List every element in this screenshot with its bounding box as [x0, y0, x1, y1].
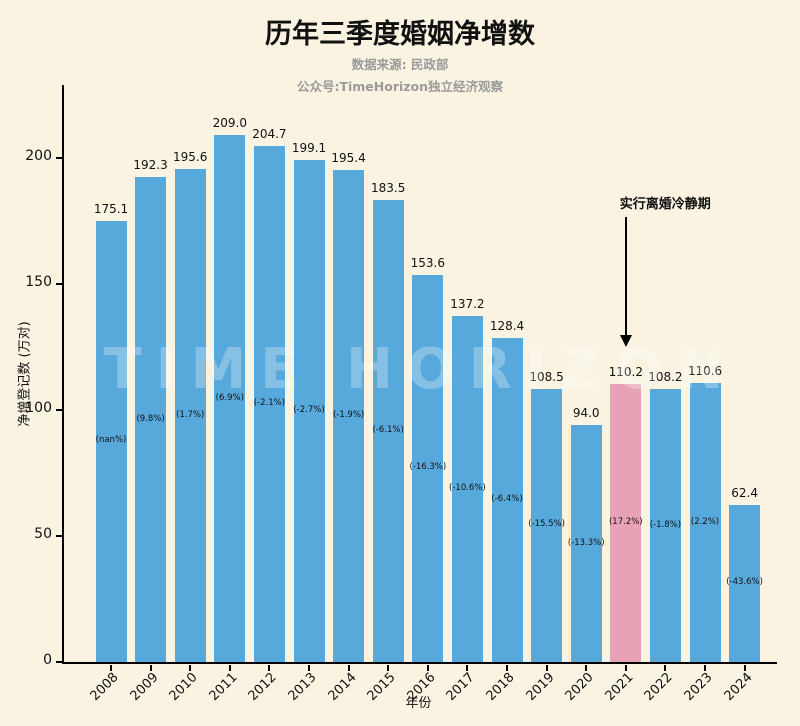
bar-value-label: 128.4 — [489, 319, 525, 334]
bar-value-label: 204.7 — [252, 127, 287, 142]
bar-pct-label: (-15.5%) — [528, 519, 565, 530]
bar-2020 — [570, 425, 602, 662]
bar-value-label: 110.2 — [608, 365, 643, 380]
plot-area: 净增登记数 (万对) TIME HORIZON 实行离婚冷静期 0 50 100 15… — [18, 85, 777, 704]
bar-value-label: 195.4 — [331, 150, 366, 165]
bar-2024 — [729, 504, 761, 662]
chart-title: 历年三季度婚姻净增数 — [265, 19, 535, 50]
bar-value-label: 137.2 — [450, 297, 485, 312]
x-tick-mark — [387, 665, 390, 671]
y-tick-mark — [56, 535, 62, 538]
bar-pct-label: (-2.7%) — [293, 405, 325, 416]
bar-2010 — [174, 169, 206, 662]
bar-value-label: 62.4 — [731, 485, 758, 500]
bar-value-label: 195.6 — [173, 150, 208, 165]
bar-value-label: 209.0 — [212, 116, 247, 131]
x-tick-mark — [545, 665, 548, 671]
subtitle-source: 数据来源: 民政部 — [351, 57, 449, 72]
bar-pct-label: (1.7%) — [176, 409, 205, 420]
x-tick-mark — [308, 665, 310, 671]
bar-pct-label: (-16.3%) — [409, 462, 447, 473]
x-tick-mark — [347, 665, 350, 671]
bar-2013 — [293, 160, 325, 662]
bar-2015 — [372, 199, 404, 662]
bar-value-label: 192.3 — [133, 158, 168, 173]
subtitle-channel: 公众号:TimeHorizon独立经济观察 — [296, 79, 504, 94]
bar-pct-label: (6.9%) — [215, 392, 244, 403]
annotation-arrow-line — [624, 217, 627, 335]
x-tick-mark — [189, 665, 192, 671]
y-tick-mark — [56, 283, 62, 286]
bar-value-label: 175.1 — [93, 201, 129, 216]
bar-2009 — [135, 177, 167, 662]
bar-2019 — [531, 388, 563, 662]
y-tick-label: 100 — [25, 400, 52, 417]
bar-value-label: 199.1 — [291, 141, 327, 156]
bar-2008 — [95, 220, 127, 662]
x-tick-mark — [506, 665, 508, 671]
bar-pct-label: (-1.9%) — [332, 409, 365, 420]
x-tick-mark — [466, 665, 469, 671]
bar-2017 — [451, 316, 483, 662]
bar-pct-label: (-13.3%) — [567, 537, 605, 548]
bar-2012 — [253, 146, 285, 662]
bar-value-label: 94.0 — [572, 406, 600, 421]
bar-value-label: 183.5 — [371, 180, 406, 195]
bar-value-label: 108.5 — [529, 369, 564, 384]
annotation-text: 实行离婚冷静期 — [619, 197, 711, 212]
bar-pct-label: (-1.8%) — [649, 519, 682, 530]
bar-2018 — [491, 338, 523, 662]
bar-value-label: 108.2 — [648, 370, 683, 385]
x-tick-mark — [228, 665, 231, 671]
x-tick-mark — [426, 665, 429, 671]
bar-pct-label: (-6.4%) — [491, 494, 523, 505]
y-tick-label: 0 — [43, 652, 52, 668]
bar-2021 — [610, 384, 642, 662]
bar-pct-label: (9.8%) — [136, 413, 165, 424]
x-tick-mark — [585, 665, 588, 671]
bar-pct-label: (17.2%) — [608, 517, 643, 528]
x-tick-mark — [743, 665, 746, 671]
x-tick-mark — [268, 665, 271, 671]
bar-2022 — [649, 389, 681, 662]
bar-2016 — [412, 274, 444, 662]
x-tick-mark — [664, 665, 667, 671]
bar-pct-label: (-2.1%) — [253, 398, 286, 409]
x-tick-mark — [704, 665, 706, 671]
x-tick-mark — [149, 665, 152, 671]
bar-2011 — [214, 135, 246, 662]
y-tick-mark — [56, 157, 62, 160]
bar-pct-label: (2.2%) — [690, 516, 720, 527]
y-tick-mark — [56, 661, 62, 663]
bar-2014 — [333, 169, 365, 662]
y-tick-label: 50 — [34, 526, 52, 543]
x-axis-title: 年份 — [405, 696, 432, 711]
y-tick-mark — [56, 409, 62, 412]
y-tick-label: 150 — [25, 274, 52, 291]
bar-value-label: 153.6 — [410, 255, 445, 270]
x-tick-mark — [110, 665, 112, 671]
bar-pct-label: (-10.6%) — [449, 483, 486, 494]
bar-pct-label: (nan%) — [95, 435, 127, 446]
bar-value-label: 110.6 — [687, 364, 723, 379]
annotation-arrowhead-icon — [619, 335, 632, 347]
x-tick-mark — [624, 665, 627, 671]
bar-2023 — [689, 383, 721, 662]
y-tick-label: 200 — [25, 148, 52, 165]
bar-pct-label: (-6.1%) — [372, 424, 404, 435]
bar-pct-label: (-43.6%) — [726, 577, 763, 588]
